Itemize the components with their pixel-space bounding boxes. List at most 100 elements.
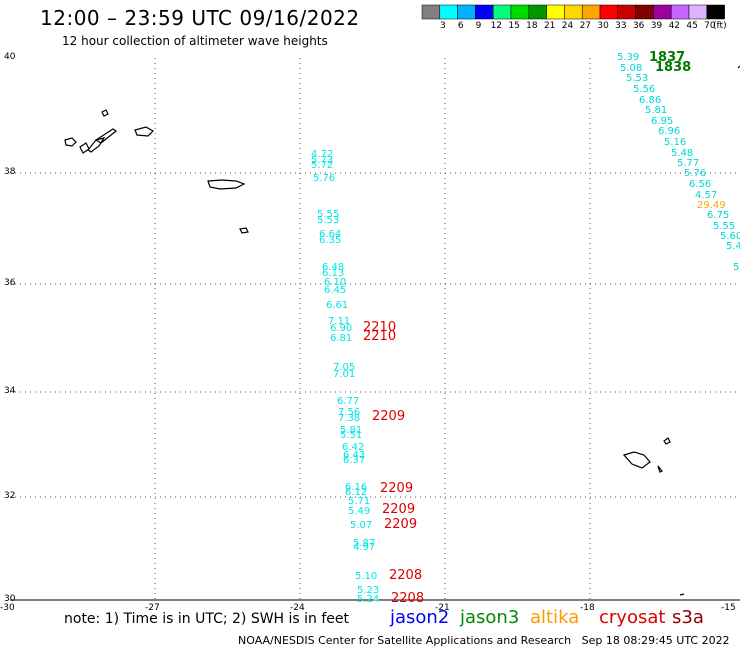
island-terceira (134, 126, 154, 137)
map-subtitle: 12 hour collection of altimeter wave hei… (62, 34, 328, 48)
latitude-label: 38 (4, 167, 16, 177)
wave-height-label: 6.42 (342, 442, 364, 453)
wave-height-label: 6.37 (343, 455, 365, 466)
colorbar-label: 6 (457, 21, 464, 31)
islands (64, 65, 740, 596)
colorbar-label: 42 (668, 21, 681, 31)
wave-height-label: 5.53 (626, 73, 648, 84)
grid-lines (10, 58, 740, 600)
wave-height-label: 5.87 (353, 538, 375, 549)
wave-height-label: 4.57 (695, 190, 717, 201)
wave-height-label: 5.4 (726, 241, 740, 252)
pass-time-label: 2210 (363, 320, 396, 335)
wave-height-label: 5.81 (645, 105, 667, 116)
wave-height-label: 6.35 (319, 235, 341, 246)
latitude-label: 36 (4, 278, 16, 288)
pass-time-label: 2209 (372, 409, 405, 424)
wave-height-label: 6.75 (707, 210, 729, 221)
colorbar-label: 12 (490, 21, 503, 31)
latitude-label: 32 (4, 491, 16, 501)
map-title: 12:00 – 23:59 UTC 09/16/2022 (40, 6, 360, 30)
pass-time-label: 2208 (391, 591, 424, 606)
colorbar-label: 45 (686, 21, 698, 31)
satellite-label-cryosat: cryosat (599, 607, 666, 628)
colorbar-label: 36 (632, 21, 645, 31)
wave-height-label: 5.55 (713, 221, 735, 232)
colorbar-swatch (706, 4, 725, 20)
wave-height-label: 7.05 (333, 362, 355, 373)
wave-height-label: 6.13 (322, 268, 344, 279)
island-corvo (101, 109, 109, 117)
colorbar-label: 70 (704, 21, 716, 31)
wave-height-label: 6.86 (639, 95, 661, 106)
wave-height-label: 5.08 (620, 63, 642, 74)
wave-height-label: 6.90 (330, 323, 352, 334)
wave-height-label: 7.56 (338, 407, 360, 418)
wave-height-label: 4.97 (353, 542, 375, 553)
wave-height-label: 5.72 (311, 160, 333, 171)
longitude-label: -24 (290, 603, 305, 613)
wave-height-label: 7.11 (328, 316, 350, 327)
altimeter-track-right: 5.395.085.535.566.865.816.956.965.165.48… (617, 52, 740, 273)
wave-height-label: 6.77 (337, 396, 359, 407)
wave-height-label: 5.55 (317, 209, 339, 220)
wave-height-label: 5.10 (355, 571, 377, 582)
wave-height-label: 6.95 (651, 116, 673, 127)
colorbar-label: 21 (543, 21, 556, 31)
wave-height-label: 6.56 (689, 179, 711, 190)
wave-height-label: 7.38 (338, 413, 360, 424)
wave-height-label: 5.71 (348, 496, 370, 507)
wave-height-label: 5.56 (633, 84, 655, 95)
wave-height-label: 6.61 (326, 300, 348, 311)
island-faial (79, 142, 90, 154)
wave-height-label: 29.49 (697, 200, 726, 211)
pass-time-label: 2210 (363, 329, 396, 344)
island-madeira (622, 451, 651, 469)
pass-time-label: 2209 (384, 517, 417, 532)
wave-height-label: 6.16 (345, 482, 367, 493)
wave-height-label: 5.53 (317, 215, 339, 226)
wave-height-label: 5.77 (677, 158, 699, 169)
pass-time-label: 2209 (380, 481, 413, 496)
altimeter-track-left: 4.725.735.72 5.76 5.555.53 6.646.35 6.486.13… (311, 149, 379, 605)
colorbar-label: 15 (508, 21, 520, 31)
footer-credit: NOAA/NESDIS Center for Satellite Applica… (238, 634, 730, 647)
satellite-label-jason3: jason3 (460, 607, 520, 628)
colorbar-label: 3 (440, 21, 446, 31)
wave-height-label: 6.81 (330, 333, 352, 344)
colorbar-label: 24 (561, 21, 574, 31)
colorbar-label: 27 (579, 21, 592, 31)
credit-text: NOAA/NESDIS Center for Satellite Applica… (238, 634, 572, 647)
pass-time-label: 1838 (655, 60, 691, 75)
wave-height-label: 5.16 (664, 137, 686, 148)
latitude-label: 34 (4, 386, 16, 396)
colorbar-label: 30 (597, 21, 609, 31)
colorbar (421, 4, 725, 20)
island-selvagens (679, 593, 685, 596)
island-santa-maria (239, 227, 249, 234)
wave-height-label: 6.64 (319, 229, 341, 240)
colorbar-label: 39 (650, 21, 663, 31)
wave-height-label: 6.10 (324, 277, 346, 288)
wave-height-label: 5.39 (617, 52, 639, 63)
wave-height-label: 6.96 (658, 126, 680, 137)
longitude-label: -18 (580, 603, 595, 613)
longitude-label: -30 (0, 603, 15, 613)
colorbar-label: 18 (526, 21, 538, 31)
wave-height-label: 6.43 (343, 450, 365, 461)
wave-height-label: 5.76 (684, 168, 706, 179)
colorbar-label: 9 (475, 21, 482, 31)
longitude-label: -27 (145, 603, 160, 613)
wave-height-label: 5.73 (311, 155, 333, 166)
longitude-label: -21 (435, 603, 450, 613)
footer-note: note: 1) Time is in UTC; 2) SWH is in fe… (64, 611, 350, 627)
island-porto-santo (663, 437, 671, 445)
colorbar-label: (ft) (713, 21, 727, 31)
longitude-label: -15 (721, 603, 736, 613)
wave-height-label: 5.48 (671, 148, 693, 159)
wave-height-label: 6.48 (322, 262, 344, 273)
wave-height-label: 4.72 (311, 149, 333, 160)
wave-height-label: 6.45 (324, 285, 346, 296)
